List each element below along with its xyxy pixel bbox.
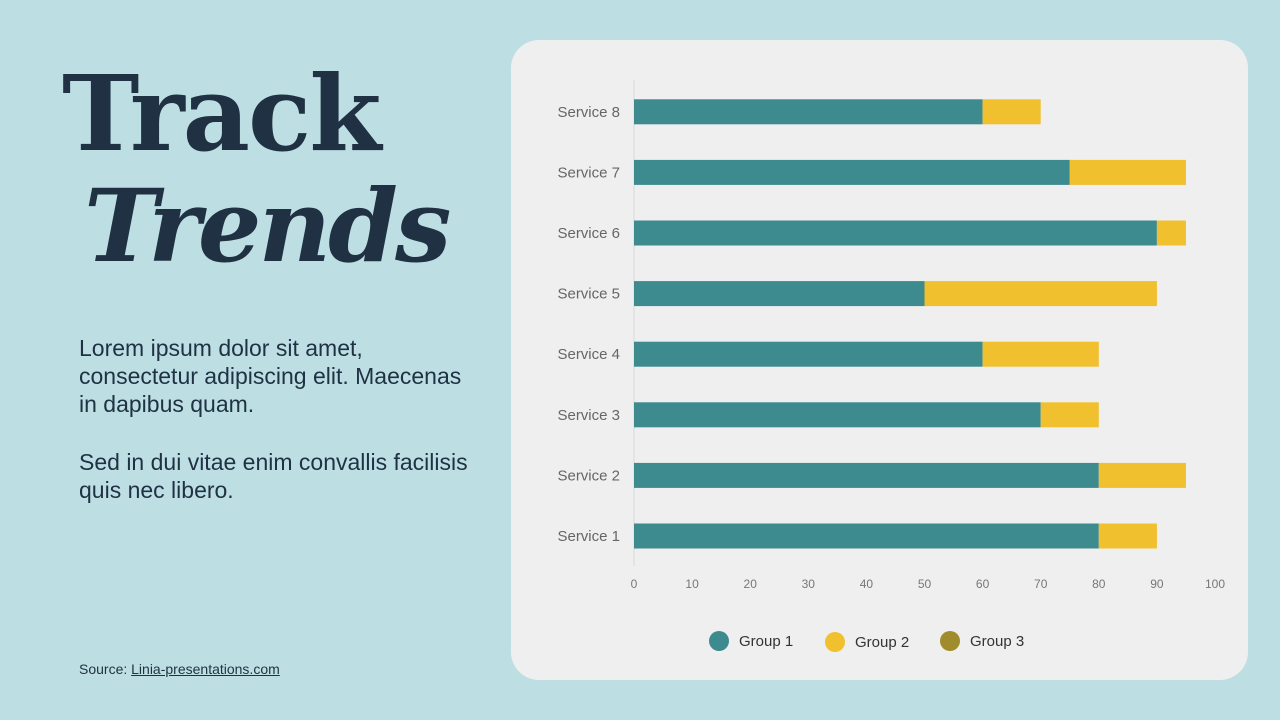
y-tick-label: Service 1 — [557, 528, 620, 545]
title-line2: Trends — [84, 167, 451, 285]
bar-group-2 — [982, 99, 1041, 125]
bar-group-1 — [634, 159, 1070, 185]
legend-label: Group 3 — [970, 633, 1024, 650]
x-tick-label: 20 — [744, 577, 758, 591]
source: Source: Linia-presentations.com — [79, 661, 280, 677]
y-tick-label: Service 7 — [557, 164, 620, 181]
paragraph-2: Sed in dui vitae enim convallis facilisi… — [79, 449, 468, 503]
x-tick-label: 50 — [918, 577, 932, 591]
bar-group-1 — [634, 281, 925, 307]
bar-group-1 — [634, 402, 1041, 428]
bar-group-2 — [1098, 523, 1157, 549]
legend-marker — [940, 631, 960, 651]
legend-label: Group 1 — [739, 633, 793, 650]
bar-group-2 — [1040, 402, 1099, 428]
legend-label: Group 2 — [855, 634, 909, 651]
bar-group-1 — [634, 99, 983, 125]
x-tick-label: 0 — [631, 577, 638, 591]
bar-group-1 — [634, 523, 1099, 549]
x-tick-label: 90 — [1150, 577, 1164, 591]
y-tick-label: Service 2 — [557, 467, 620, 484]
source-label: Source: — [79, 661, 132, 677]
source-link[interactable]: Linia-presentations.com — [131, 661, 280, 677]
body-text: Lorem ipsum dolor sit amet, consectetur … — [79, 334, 479, 534]
bar-group-1 — [634, 220, 1157, 246]
bar-group-2 — [1069, 159, 1186, 185]
y-tick-label: Service 6 — [557, 225, 620, 242]
x-tick-label: 60 — [976, 577, 990, 591]
bar-group-1 — [634, 341, 983, 367]
bar-group-2 — [924, 281, 1157, 307]
bar-group-1 — [634, 462, 1099, 488]
paragraph-1: Lorem ipsum dolor sit amet, consectetur … — [79, 335, 462, 417]
legend-marker — [825, 632, 845, 652]
y-tick-label: Service 3 — [557, 407, 620, 424]
y-tick-label: Service 8 — [557, 104, 620, 121]
x-tick-label: 70 — [1034, 577, 1048, 591]
x-tick-label: 30 — [802, 577, 816, 591]
bar-group-2 — [1098, 462, 1186, 488]
title-line1: Track — [62, 52, 381, 175]
y-tick-label: Service 4 — [557, 346, 620, 363]
legend-marker — [709, 631, 729, 651]
y-tick-label: Service 5 — [557, 286, 620, 303]
bar-group-2 — [982, 341, 1099, 367]
x-tick-label: 80 — [1092, 577, 1106, 591]
x-tick-label: 40 — [860, 577, 874, 591]
bar-group-2 — [1156, 220, 1186, 246]
x-tick-label: 10 — [685, 577, 699, 591]
x-tick-label: 100 — [1205, 577, 1225, 591]
